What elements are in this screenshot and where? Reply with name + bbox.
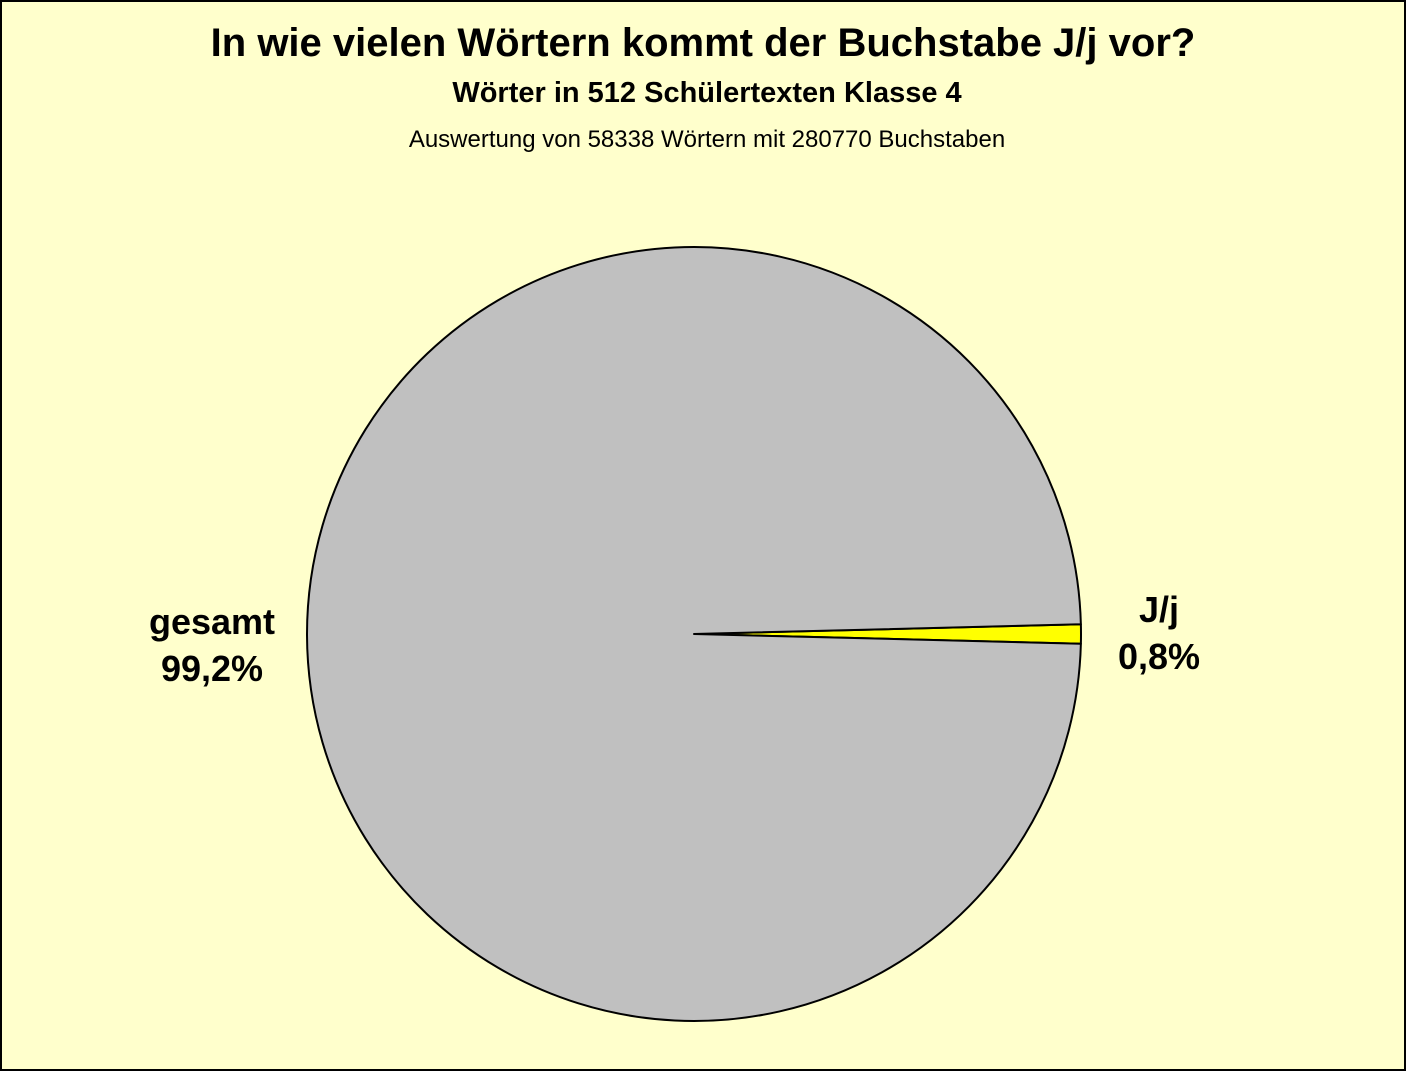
chart-subtitle: Wörter in 512 Schülertexten Klasse 4: [452, 77, 961, 109]
slice-label-value: 99,2%: [161, 648, 263, 689]
slice-label-value: 0,8%: [1118, 636, 1200, 677]
pie-slices: [306, 246, 1083, 1022]
slice-labels: J/j 0,8% gesamt 99,2%: [149, 589, 1200, 689]
chart-title: In wie vielen Wörtern kommt der Buchstab…: [211, 21, 1196, 65]
slice-label-name: J/j: [1139, 589, 1179, 630]
chart-note: Auswertung von 58338 Wörtern mit 280770 …: [409, 126, 1005, 153]
pie-slice-gesamt: [306, 246, 1082, 1022]
slice-label-name: gesamt: [149, 601, 275, 642]
